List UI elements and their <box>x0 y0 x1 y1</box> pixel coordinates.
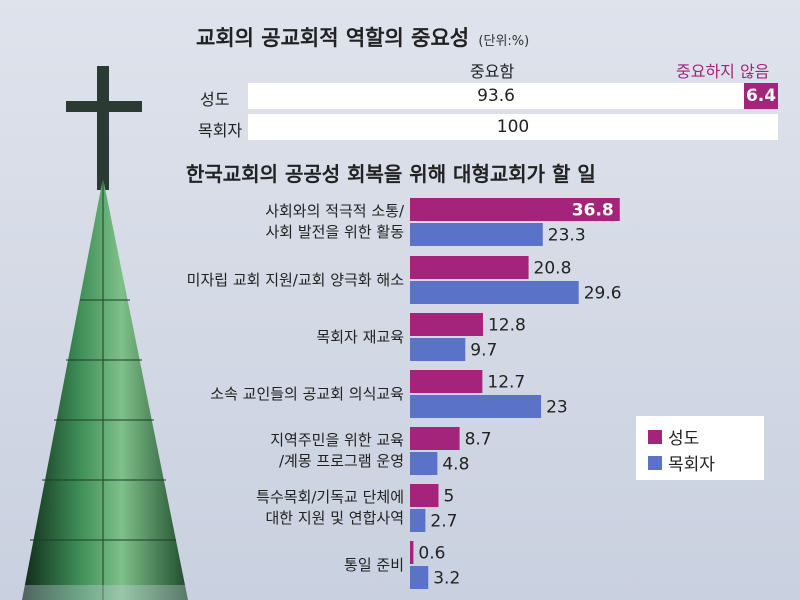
bar-pastors <box>410 566 429 589</box>
legend-label-saints: 성도 <box>668 429 700 449</box>
category-label-line: 목회자 재교육 <box>316 327 404 346</box>
top-stacked-bar-saints: 93.6 6.4 <box>248 83 778 109</box>
bar-saints <box>410 427 460 450</box>
top-bar-important-segment: 100 <box>496 117 530 137</box>
bar-pastors <box>410 281 579 304</box>
data-label-pastors: 23.3 <box>548 226 586 246</box>
legend-label-pastors: 목회자 <box>668 455 715 475</box>
category-label: 통일 준비 <box>344 555 404 576</box>
bar-pastors <box>410 338 466 361</box>
top-chart-title-text: 교회의 공교회적 역할의 중요성 <box>196 26 470 50</box>
top-bar-important-segment: 93.6 <box>477 86 515 106</box>
data-label-pastors: 23 <box>546 398 568 418</box>
bar-saints <box>410 313 483 336</box>
top-row-label-pastors: 목회자 <box>198 121 243 140</box>
category-label-line: 대한 지원 및 연합사역 <box>265 509 404 527</box>
data-label-pastors: 29.6 <box>584 284 622 304</box>
data-label-pastors: 9.7 <box>470 341 497 361</box>
category-label-line: 지역주민을 위한 교육 <box>270 431 404 449</box>
category-label: 목회자 재교육 <box>316 327 404 348</box>
top-chart-title: 교회의 공교회적 역할의 중요성 (단위:%) <box>196 22 529 52</box>
bar-saints <box>410 256 529 279</box>
top-row-label-saints: 성도 <box>200 90 230 109</box>
data-label-saints: 36.8 <box>572 201 614 221</box>
category-label: 미자립 교회 지원/교회 양극화 해소 <box>187 270 404 291</box>
header-not-important: 중요하지 않음 <box>676 62 770 81</box>
top-bar-not-important-segment: 6.4 <box>744 83 778 109</box>
category-label-line: 소속 교인들의 공교회 의식교육 <box>210 384 404 403</box>
category-label-line: 사회와의 적극적 소통/ <box>265 202 404 220</box>
cross-icon <box>66 66 142 190</box>
data-label-saints: 20.8 <box>534 259 572 279</box>
bar-saints <box>410 484 439 507</box>
category-label-line: 미자립 교회 지원/교회 양극화 해소 <box>186 270 404 289</box>
header-important: 중요함 <box>470 62 515 81</box>
category-label: 지역주민을 위한 교육/계몽 프로그램 운영 <box>270 430 404 472</box>
legend-item-pastors: 목회자 <box>648 450 715 475</box>
legend: 성도 목회자 <box>636 416 764 480</box>
category-label-line: 통일 준비 <box>344 555 404 574</box>
bar-saints <box>410 541 414 564</box>
data-label-pastors: 2.7 <box>430 512 457 532</box>
category-label: 소속 교인들의 공교회 의식교육 <box>210 384 404 405</box>
data-label-saints: 8.7 <box>465 430 492 450</box>
data-label-saints: 12.7 <box>487 373 525 393</box>
bar-saints <box>410 370 483 393</box>
legend-swatch-pastors <box>648 455 662 470</box>
data-label-saints: 0.6 <box>418 544 445 564</box>
category-label: 사회와의 적극적 소통/사회 발전을 위한 활동 <box>265 201 404 243</box>
category-label-line: 사회 발전을 위한 활동 <box>265 223 404 241</box>
data-label-saints: 12.8 <box>488 316 526 336</box>
bar-saints <box>410 198 620 221</box>
top-stacked-bar-pastors: 100 <box>248 114 778 140</box>
category-label-line: 특수목회/기독교 단체에 <box>256 488 404 506</box>
top-chart-unit: (단위:%) <box>478 34 530 49</box>
spire-shape <box>22 178 188 600</box>
legend-swatch-saints <box>648 429 662 444</box>
data-label-pastors: 4.8 <box>442 455 469 475</box>
bar-pastors <box>410 509 426 532</box>
data-label-saints: 5 <box>444 487 455 507</box>
bar-pastors <box>410 395 542 418</box>
category-label-line: /계몽 프로그램 운영 <box>279 452 404 470</box>
data-label-pastors: 3.2 <box>433 569 460 589</box>
bar-pastors <box>410 223 543 246</box>
bar-pastors <box>410 452 438 475</box>
legend-item-saints: 성도 <box>648 424 699 449</box>
bottom-chart-title: 한국교회의 공공성 회복을 위해 대형교회가 할 일 <box>186 162 596 186</box>
